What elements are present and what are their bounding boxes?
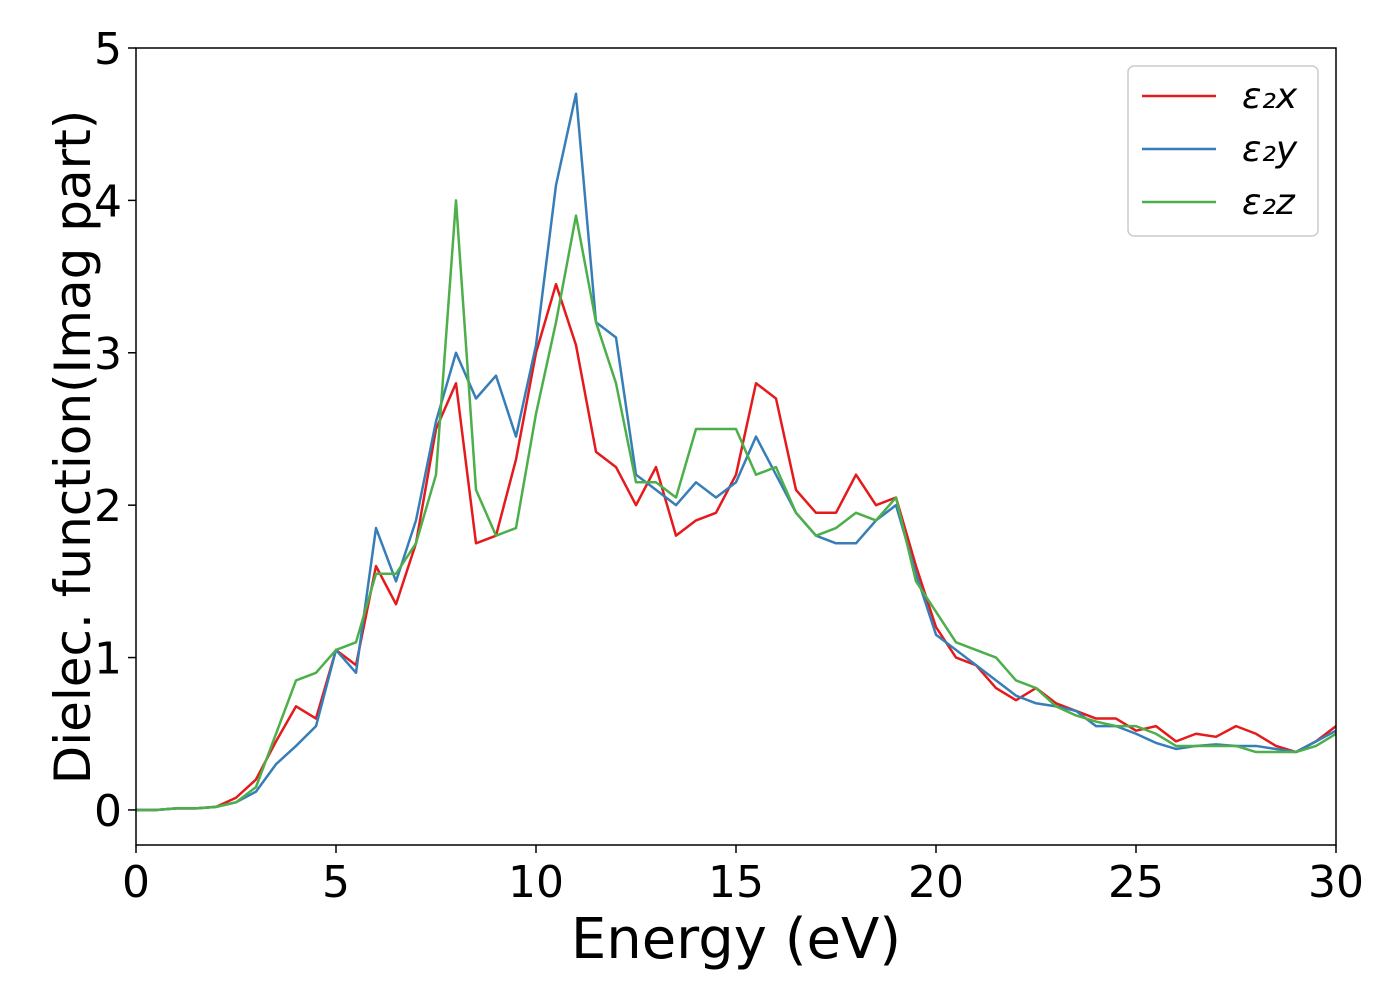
y-tick-label: 2 xyxy=(94,481,122,532)
x-tick-label: 30 xyxy=(1308,857,1364,908)
x-tick-label: 5 xyxy=(322,857,350,908)
y-tick-label: 0 xyxy=(94,786,122,837)
x-tick-label: 10 xyxy=(508,857,564,908)
legend-label: ε₂z xyxy=(1242,182,1296,223)
y-tick-label: 3 xyxy=(94,329,122,380)
x-axis-label: Energy (eV) xyxy=(571,907,901,972)
y-axis-label: Dielec. function(Imag part) xyxy=(44,110,102,785)
series-line xyxy=(136,199,1336,812)
x-tick-label: 15 xyxy=(708,857,764,908)
y-tick-label: 1 xyxy=(94,634,122,685)
legend-label: ε₂x xyxy=(1242,76,1298,117)
x-tick-label: 0 xyxy=(122,857,150,908)
legend-box xyxy=(1127,65,1319,237)
plot-frame xyxy=(135,47,1337,846)
legend-label: ε₂y xyxy=(1242,129,1298,170)
y-tick-label: 5 xyxy=(94,24,122,75)
series-line xyxy=(136,282,1336,812)
x-tick-label: 20 xyxy=(908,857,964,908)
y-tick-label: 4 xyxy=(94,176,122,227)
x-tick-label: 25 xyxy=(1108,857,1164,908)
